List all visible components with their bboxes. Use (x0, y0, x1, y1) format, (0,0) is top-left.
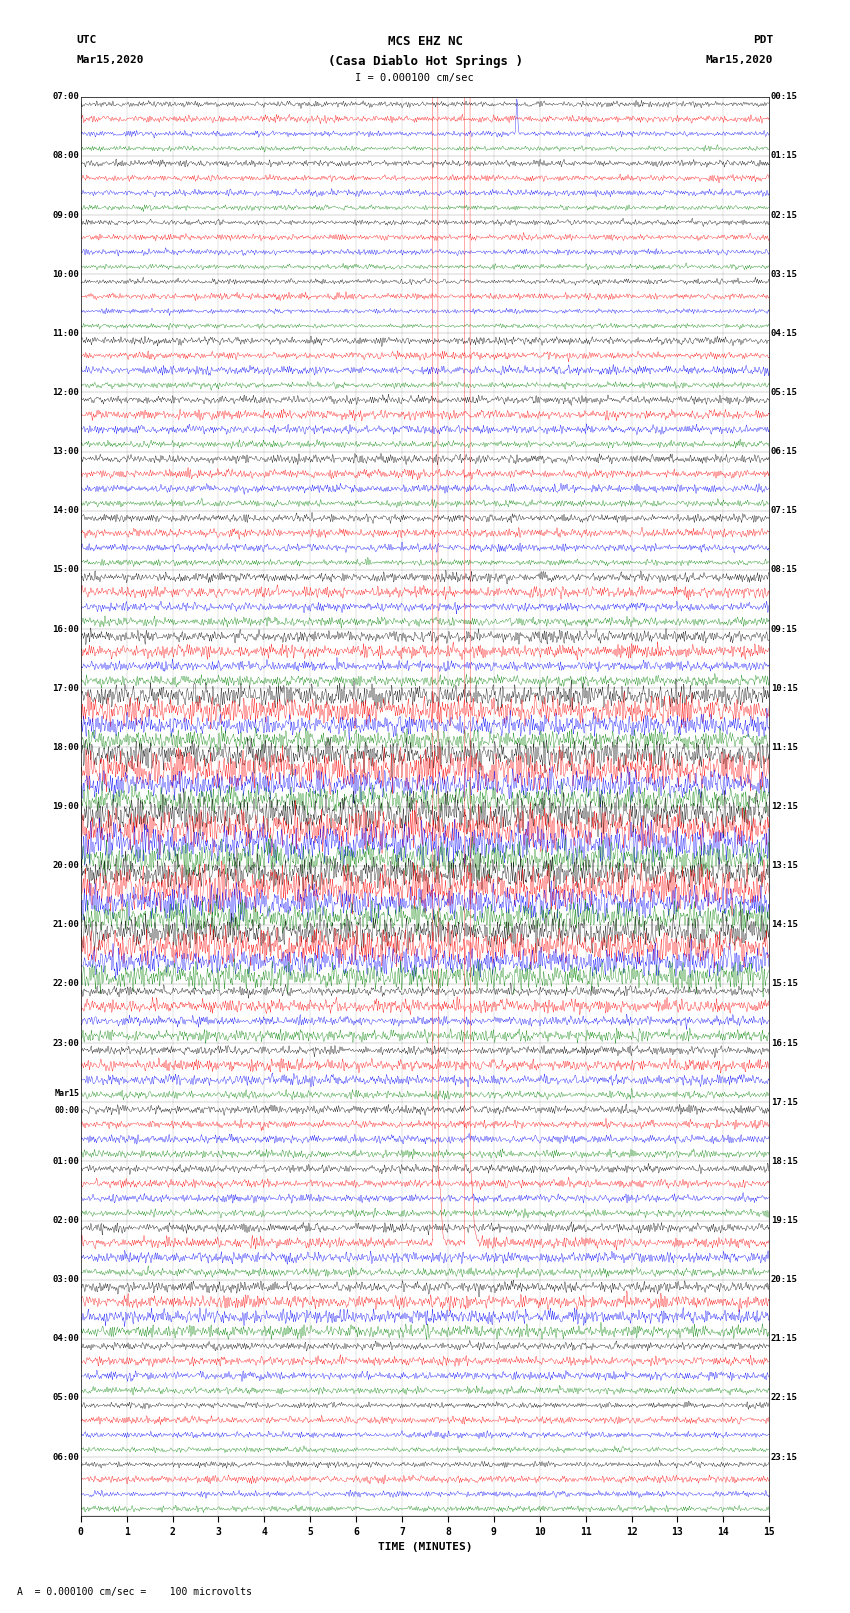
Text: 07:00: 07:00 (53, 92, 79, 102)
Text: 01:00: 01:00 (53, 1157, 79, 1166)
Text: 14:15: 14:15 (771, 921, 797, 929)
Text: 23:15: 23:15 (771, 1453, 797, 1461)
Text: 13:15: 13:15 (771, 861, 797, 869)
Text: 18:15: 18:15 (771, 1157, 797, 1166)
Text: 13:00: 13:00 (53, 447, 79, 456)
Text: 20:00: 20:00 (53, 861, 79, 869)
Text: A  = 0.000100 cm/sec =    100 microvolts: A = 0.000100 cm/sec = 100 microvolts (17, 1587, 252, 1597)
Text: (Casa Diablo Hot Springs ): (Casa Diablo Hot Springs ) (327, 55, 523, 68)
Text: 06:15: 06:15 (771, 447, 797, 456)
Text: 19:15: 19:15 (771, 1216, 797, 1224)
Text: 22:00: 22:00 (53, 979, 79, 989)
Text: 08:15: 08:15 (771, 566, 797, 574)
Text: 04:15: 04:15 (771, 329, 797, 337)
Text: 09:15: 09:15 (771, 624, 797, 634)
Text: 14:00: 14:00 (53, 506, 79, 515)
Text: 20:15: 20:15 (771, 1276, 797, 1284)
Text: 12:00: 12:00 (53, 389, 79, 397)
Text: UTC: UTC (76, 35, 97, 45)
Text: 00:00: 00:00 (54, 1107, 79, 1116)
Text: 01:15: 01:15 (771, 152, 797, 160)
Text: 16:15: 16:15 (771, 1039, 797, 1047)
Text: 03:15: 03:15 (771, 269, 797, 279)
Text: 21:00: 21:00 (53, 921, 79, 929)
Text: 02:15: 02:15 (771, 211, 797, 219)
Text: 10:00: 10:00 (53, 269, 79, 279)
Text: MCS EHZ NC: MCS EHZ NC (388, 35, 462, 48)
Text: 17:15: 17:15 (771, 1098, 797, 1107)
Text: 05:15: 05:15 (771, 389, 797, 397)
Text: 11:00: 11:00 (53, 329, 79, 337)
Text: 07:15: 07:15 (771, 506, 797, 515)
Text: 23:00: 23:00 (53, 1039, 79, 1047)
Text: I = 0.000100 cm/sec: I = 0.000100 cm/sec (355, 73, 474, 82)
Text: 09:00: 09:00 (53, 211, 79, 219)
Text: 22:15: 22:15 (771, 1394, 797, 1402)
Text: 02:00: 02:00 (53, 1216, 79, 1224)
Text: 05:00: 05:00 (53, 1394, 79, 1402)
Text: 11:15: 11:15 (771, 744, 797, 752)
Text: 00:15: 00:15 (771, 92, 797, 102)
Text: 17:00: 17:00 (53, 684, 79, 692)
Text: PDT: PDT (753, 35, 774, 45)
Text: 04:00: 04:00 (53, 1334, 79, 1344)
Text: 08:00: 08:00 (53, 152, 79, 160)
Text: 03:00: 03:00 (53, 1276, 79, 1284)
Text: 15:00: 15:00 (53, 566, 79, 574)
Text: 06:00: 06:00 (53, 1453, 79, 1461)
Text: 21:15: 21:15 (771, 1334, 797, 1344)
Text: 18:00: 18:00 (53, 744, 79, 752)
Text: 16:00: 16:00 (53, 624, 79, 634)
Text: Mar15: Mar15 (54, 1089, 79, 1098)
Text: 12:15: 12:15 (771, 802, 797, 811)
Text: 10:15: 10:15 (771, 684, 797, 692)
Text: Mar15,2020: Mar15,2020 (706, 55, 774, 65)
X-axis label: TIME (MINUTES): TIME (MINUTES) (377, 1542, 473, 1552)
Text: Mar15,2020: Mar15,2020 (76, 55, 144, 65)
Text: 19:00: 19:00 (53, 802, 79, 811)
Text: 15:15: 15:15 (771, 979, 797, 989)
